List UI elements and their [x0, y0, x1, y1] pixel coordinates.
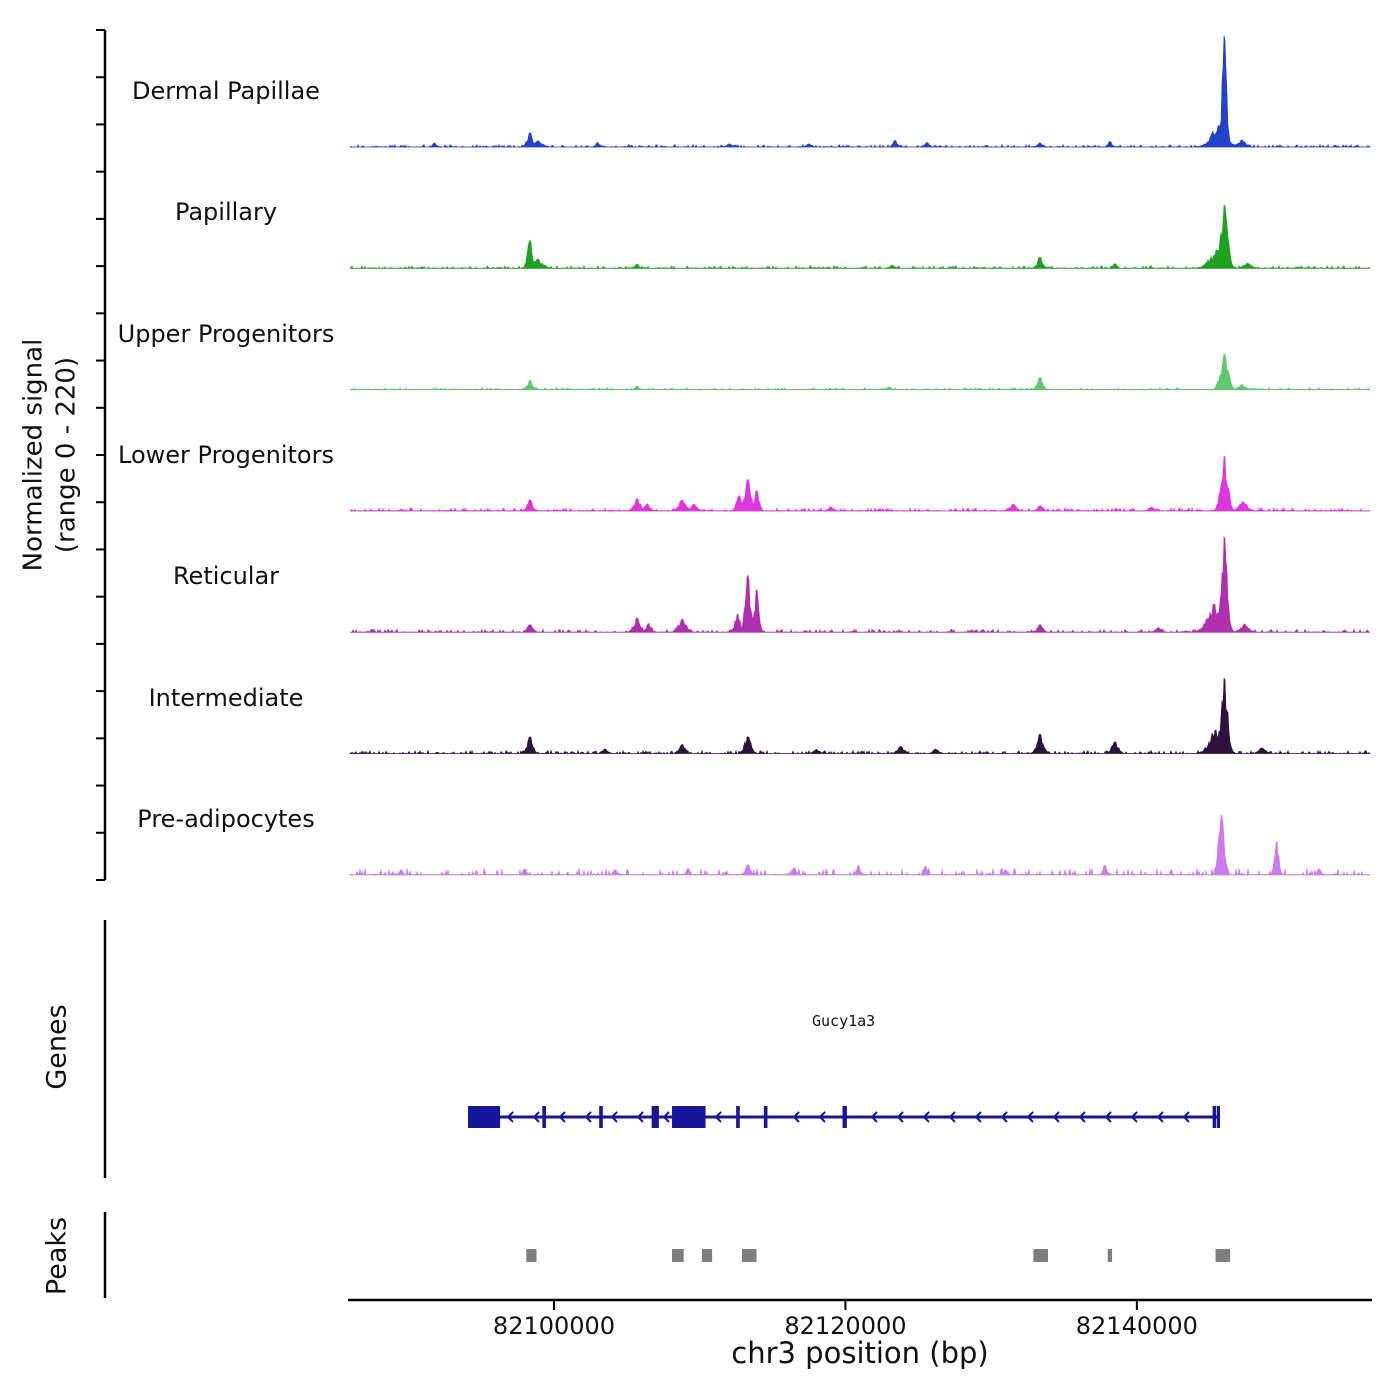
- gene-strand-arrow: [1000, 1111, 1008, 1123]
- x-tick-label: 82140000: [1075, 1312, 1198, 1340]
- gene-strand-arrow: [1156, 1111, 1164, 1123]
- gene-exon: [736, 1106, 740, 1128]
- x-tick-label: 82120000: [784, 1312, 907, 1340]
- y-axis-label-line2: (range 0 - 220): [51, 356, 81, 554]
- track-label: Dermal Papillae: [132, 77, 320, 105]
- gene-exon: [599, 1106, 603, 1128]
- gene-strand-arrow: [1130, 1111, 1138, 1123]
- signal-track-upper-progenitors: [349, 353, 1371, 391]
- gene-exon: [1217, 1106, 1220, 1128]
- gene-exon: [842, 1106, 847, 1128]
- gene-exon: [763, 1106, 768, 1128]
- signal-track-pre-adipocytes: [348, 814, 1370, 876]
- gene-strand-arrow: [506, 1111, 514, 1123]
- peak-interval: [1215, 1249, 1231, 1262]
- y-axis-label: Normalized signal (range 0 - 220): [18, 339, 83, 572]
- gene-strand-arrow: [662, 1111, 670, 1123]
- gene-strand-arrow: [974, 1111, 982, 1123]
- signal-track-dermal-papillae: [348, 35, 1371, 148]
- track-label: Reticular: [172, 562, 280, 591]
- gene-strand-arrow: [584, 1111, 592, 1123]
- signal-track-reticular: [350, 535, 1371, 634]
- gene-strand-arrow: [792, 1111, 800, 1123]
- peak-interval: [526, 1249, 537, 1262]
- genes-section-label: Genes: [41, 1004, 73, 1090]
- gene-exon: [468, 1106, 501, 1128]
- gene-strand-arrow: [1078, 1111, 1086, 1123]
- gene-exon: [651, 1106, 659, 1128]
- peak-interval: [741, 1249, 757, 1262]
- gene-strand-arrow: [610, 1111, 618, 1123]
- peak-interval: [1107, 1249, 1113, 1262]
- gene-strand-arrow: [532, 1111, 540, 1123]
- signal-track-lower-progenitors: [349, 455, 1371, 512]
- gene-strand-arrow: [636, 1111, 644, 1123]
- gene-strand-arrow: [714, 1111, 722, 1123]
- x-axis-label: chr3 position (bp): [731, 1336, 989, 1370]
- track-label: Upper Progenitors: [117, 319, 335, 348]
- peak-interval: [701, 1249, 713, 1262]
- gene-strand-arrow: [870, 1111, 878, 1123]
- gene-strand-arrow: [1182, 1111, 1190, 1123]
- signal-track-papillary: [349, 204, 1371, 270]
- track-label: Pre-adipocytes: [137, 804, 315, 833]
- gene-strand-arrow: [922, 1111, 930, 1123]
- track-label: Lower Progenitors: [118, 440, 334, 469]
- signal-track-intermediate: [349, 677, 1371, 755]
- peak-interval: [672, 1249, 684, 1262]
- y-axis-label-line1: Normalized signal: [18, 338, 49, 572]
- track-label: Intermediate: [148, 683, 304, 712]
- gene-strand-arrow: [896, 1111, 904, 1123]
- track-label: Papillary: [174, 198, 278, 227]
- gene-exon: [542, 1106, 546, 1128]
- x-tick-label: 82100000: [492, 1312, 616, 1340]
- gene-exon: [672, 1106, 706, 1128]
- gene-strand-arrow: [818, 1111, 826, 1123]
- gene-strand-arrow: [1026, 1111, 1034, 1123]
- gene-strand-arrow: [1104, 1111, 1112, 1123]
- peak-interval: [1033, 1249, 1048, 1262]
- gene-name-label: Gucy1a3: [811, 1012, 876, 1030]
- gene-strand-arrow: [948, 1111, 956, 1123]
- gene-strand-arrow: [558, 1111, 566, 1123]
- gene-strand-arrow: [1052, 1111, 1060, 1123]
- gene-exon: [1212, 1106, 1217, 1128]
- peaks-section-label: Peaks: [41, 1216, 73, 1296]
